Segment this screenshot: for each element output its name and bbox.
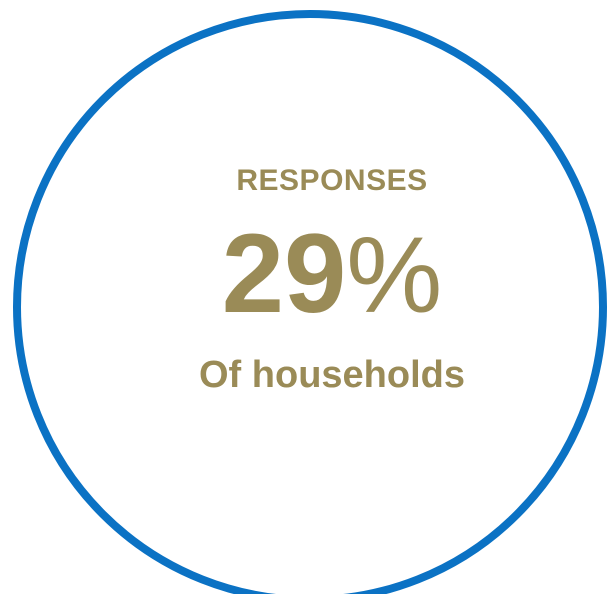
stat-heading: RESPONSES — [236, 164, 428, 197]
stat-caption: Of households — [199, 354, 465, 396]
stat-value-number: 29 — [221, 211, 347, 336]
percent-sign: % — [346, 214, 443, 335]
circle-outline — [13, 10, 607, 594]
stat-value: 29% — [0, 214, 614, 335]
